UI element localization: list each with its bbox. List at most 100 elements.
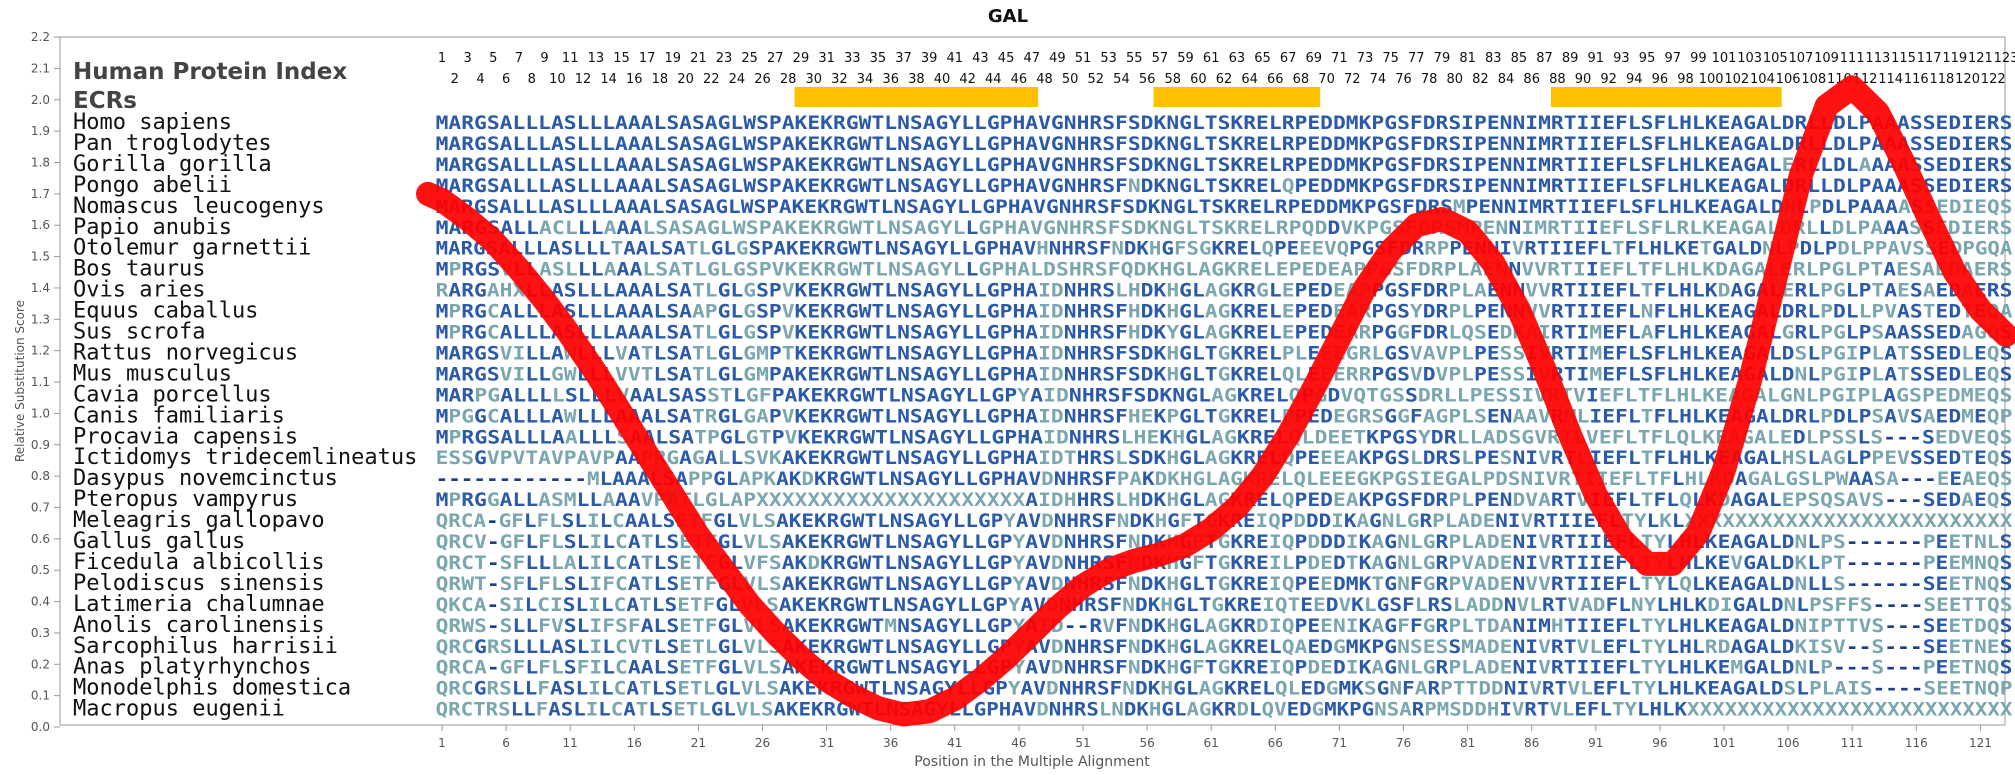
human-index-number: 47 [1023, 51, 1040, 66]
human-index-number: 43 [972, 51, 989, 66]
human-index-number: 78 [1421, 72, 1438, 87]
x-tick-label: 21 [691, 736, 706, 750]
x-tick-label: 51 [1075, 736, 1090, 750]
human-index-number: 63 [1229, 51, 1246, 66]
x-tick-label: 81 [1460, 736, 1475, 750]
sequence-row: QKCA-SILCISLILCATLSETFGLVLSAKEKRGWTLNSAG… [436, 594, 2013, 616]
human-index-number: 96 [1652, 72, 1669, 87]
human-index-number: 6 [502, 72, 510, 87]
human-index-number: 66 [1267, 72, 1284, 87]
human-index-row: 1 3 5 7 9 11 13 15 17 19 21 23 25 27 29 31 33 35 37 39 41 43 4… [438, 51, 2015, 87]
y-tick-label: 2.1 [31, 61, 50, 75]
human-index-number: 74 [1370, 72, 1387, 87]
y-tick-label: 2.2 [31, 30, 50, 44]
species-name: Ovis aries [73, 278, 205, 303]
human-index-number: 4 [476, 72, 484, 87]
human-index-number: 24 [729, 72, 746, 87]
sequence-row: QRWS-SLLFVSLIFSFALSETFGLVLSAKEKRGWTMNSAG… [436, 615, 2013, 637]
y-tick-label: 1.7 [31, 187, 50, 201]
human-index-number: 105 [1763, 51, 1788, 66]
species-name: Nomascus leucogenys [73, 194, 325, 219]
species-name: Meleagris gallopavo [73, 508, 325, 533]
human-index-number: 57 [1152, 51, 1169, 66]
sequence-row: QRCGRSLLLASLILCVTLSETLGLVLSAKEKRGWTLNSAG… [436, 636, 2013, 658]
y-axis: 0.0 0.1 0.2 0.3 0.4 0.5 0.6 0.7 0.8 0.9 1.0 1.1 1.2 1… [31, 30, 60, 734]
human-index-number: 62 [1216, 72, 1233, 87]
human-index-number: 76 [1395, 72, 1412, 87]
species-name: Mus musculus [73, 361, 232, 386]
human-index-number: 99 [1690, 51, 1707, 66]
human-index-number: 32 [831, 72, 848, 87]
human-index-number: 19 [664, 51, 681, 66]
sequence-row: QRCV-GFLFLSLILCATLSETFGLVLSAKEKRGWTLNSAG… [436, 531, 2013, 553]
human-index-number: 38 [908, 72, 925, 87]
human-index-number: 11 [562, 51, 579, 66]
human-index-number: 49 [1049, 51, 1066, 66]
x-tick-label: 1 [438, 736, 446, 750]
human-index-number: 58 [1164, 72, 1181, 87]
sequence-row: MARGSALLLASLLLAAALSASAGLWSPAKEKRGWTLNSAG… [436, 196, 2013, 218]
human-index-number: 107 [1789, 51, 1814, 66]
sequence-row: MARGSALLLASLLLAAALSASAGLWSPAKEKRGWTLNSAG… [436, 112, 2013, 134]
species-name: Anas platyrhynchos [73, 655, 311, 680]
ecrs-label: ECRs [73, 88, 137, 114]
species-name: Monodelphis domestica [73, 676, 351, 701]
human-index-number: 89 [1562, 51, 1579, 66]
y-tick-label: 1.0 [31, 406, 50, 420]
sequence-row: QRCGRSLLFASLILCATLSETLGLVLSAKEKRGWTLNSAG… [436, 678, 2013, 700]
x-tick-label: 96 [1652, 736, 1667, 750]
human-protein-index-label: Human Protein Index [73, 59, 347, 85]
sequence-row: QRCT-SFLLLALILCATLSETFGLVFSAKDKRGWTLNSAG… [436, 552, 2013, 574]
ecr-row [794, 87, 1782, 107]
species-name: Equus caballus [73, 299, 258, 324]
human-index-number: 111 [1840, 51, 1865, 66]
human-index-number: 98 [1677, 72, 1694, 87]
y-axis-label: Relative Substitution Score [13, 300, 27, 462]
x-tick-label: 31 [819, 736, 834, 750]
human-index-number: 81 [1459, 51, 1476, 66]
species-name: Rattus norvegicus [73, 340, 298, 365]
species-name: Anolis carolinensis [73, 613, 325, 638]
human-index-number: 101 [1712, 51, 1737, 66]
human-index-number: 65 [1254, 51, 1271, 66]
y-tick-label: 0.3 [31, 626, 50, 640]
human-index-number: 103 [1737, 51, 1762, 66]
y-tick-label: 0.2 [31, 657, 50, 671]
human-index-number: 117 [1917, 51, 1942, 66]
human-index-number: 51 [1075, 51, 1092, 66]
sequence-row: MARGSALLLASLLLAAALSASAGLWSPAKEKRGWTLNSAG… [436, 133, 2013, 155]
human-index-number: 118 [1930, 72, 1955, 87]
human-index-number: 88 [1549, 72, 1566, 87]
y-tick-label: 1.5 [31, 250, 50, 264]
human-index-number: 16 [626, 72, 643, 87]
x-tick-label: 106 [1777, 736, 1800, 750]
human-index-number: 15 [613, 51, 630, 66]
human-index-number: 48 [1036, 72, 1053, 87]
human-index-number: 68 [1293, 72, 1310, 87]
human-index-number: 106 [1776, 72, 1801, 87]
sequence-row: MPRGCALLLASLLLAAALSATLGLGSPVKEKRGWTLNSAG… [436, 322, 2013, 344]
human-index-number: 72 [1344, 72, 1361, 87]
human-index-number: 28 [780, 72, 797, 87]
human-index-number: 41 [947, 51, 964, 66]
x-tick-label: 41 [947, 736, 962, 750]
human-index-number: 40 [934, 72, 951, 87]
human-index-number: 39 [921, 51, 938, 66]
chart-title: GAL [988, 6, 1028, 27]
human-index-number: 52 [1088, 72, 1105, 87]
human-index-number: 70 [1318, 72, 1335, 87]
human-index-number: 114 [1878, 72, 1903, 87]
human-index-number: 69 [1305, 51, 1322, 66]
species-name: Homo sapiens [73, 110, 232, 135]
human-index-number: 5 [489, 51, 497, 66]
human-index-number: 67 [1280, 51, 1297, 66]
human-index-number: 23 [716, 51, 733, 66]
species-name: Macropus eugenii [73, 697, 285, 722]
human-index-number: 55 [1126, 51, 1143, 66]
sequence-row: QRCA-GFLFLSFILCAALSETFGLVLSAKEKRGWTLNSAG… [436, 657, 2013, 679]
human-index-number: 7 [515, 51, 523, 66]
human-index-number: 21 [690, 51, 707, 66]
human-index-number: 56 [1139, 72, 1156, 87]
x-tick-label: 91 [1588, 736, 1603, 750]
human-index-number: 33 [844, 51, 861, 66]
